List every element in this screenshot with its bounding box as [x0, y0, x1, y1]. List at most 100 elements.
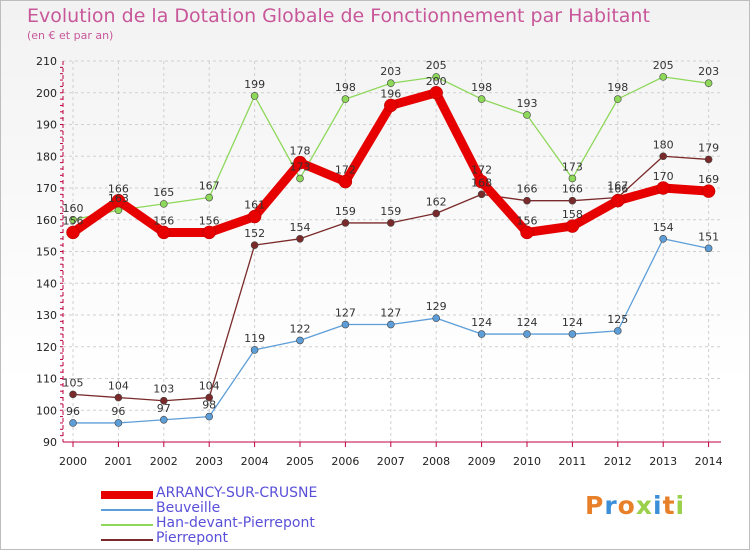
legend-label: Beuveille: [156, 500, 221, 516]
legend-swatch: [101, 491, 153, 499]
data-label: 166: [562, 183, 583, 196]
x-tick-label: 2004: [241, 455, 269, 468]
data-label: 158: [562, 208, 583, 221]
data-point: [205, 393, 213, 402]
data-label: 165: [153, 186, 174, 199]
data-point: [69, 215, 77, 224]
data-label: 124: [517, 316, 538, 329]
logo-letter: P: [585, 491, 605, 520]
data-label: 156: [517, 214, 538, 227]
data-point: [659, 152, 668, 161]
x-tick-label: 2011: [558, 455, 586, 468]
x-tick-label: 2012: [604, 455, 632, 468]
data-point: [114, 419, 123, 427]
data-point: [704, 79, 713, 88]
data-label: 104: [199, 380, 220, 393]
data-label: 198: [335, 81, 356, 94]
data-point: [523, 111, 531, 119]
data-point: [341, 95, 350, 103]
data-point: [250, 346, 259, 354]
data-label: 154: [653, 221, 674, 234]
data-label: 169: [698, 173, 719, 186]
data-point: [613, 95, 622, 103]
data-label: 166: [108, 183, 129, 196]
data-label: 104: [108, 380, 129, 393]
y-tick-label: 170: [36, 182, 57, 195]
y-tick-label: 180: [36, 150, 57, 163]
logo-letter: i: [675, 491, 686, 520]
x-tick-label: 2010: [513, 455, 541, 468]
data-point: [656, 181, 670, 195]
data-point: [704, 155, 713, 164]
data-label: 173: [290, 160, 311, 173]
data-label: 156: [153, 214, 174, 227]
data-point: [432, 314, 441, 322]
data-point: [69, 390, 77, 399]
grid: [63, 60, 721, 443]
data-label: 98: [202, 399, 216, 412]
data-label: 127: [380, 307, 401, 320]
data-point: [477, 95, 486, 103]
data-label: 205: [426, 59, 447, 72]
data-label: 203: [698, 65, 719, 78]
data-labels: 96 96 97 98 119 122 127 127 129 124 124 124 125 154 15…: [63, 59, 720, 418]
logo-letter: r: [604, 491, 618, 520]
data-label: 172: [471, 164, 492, 177]
data-label: 122: [290, 322, 311, 335]
data-point: [568, 330, 577, 338]
x-tick-label: 2014: [695, 455, 723, 468]
y-tick-label: 120: [36, 341, 57, 354]
data-label: 96: [66, 405, 80, 418]
data-point: [386, 320, 395, 329]
data-point: [160, 415, 168, 424]
data-label: 178: [290, 145, 311, 158]
chart-title: Evolution de la Dotation Globale de Fonc…: [27, 5, 650, 27]
data-point: [341, 219, 350, 227]
data-label: 156: [199, 214, 220, 227]
data-label: 152: [244, 227, 265, 240]
data-point: [523, 330, 531, 338]
data-label: 159: [380, 205, 401, 218]
x-tick-label: 2007: [377, 455, 405, 468]
data-label: 193: [517, 97, 538, 110]
data-point: [384, 98, 398, 113]
data-label: 173: [562, 160, 583, 173]
data-point: [341, 320, 350, 329]
data-point: [386, 79, 395, 88]
data-point: [205, 193, 213, 202]
data-point: [477, 330, 486, 338]
data-point: [293, 155, 307, 170]
data-label: 127: [335, 307, 356, 320]
data-label: 151: [698, 230, 719, 243]
y-tick-label: 200: [36, 87, 57, 100]
chart-subtitle: (en € et par an): [27, 29, 114, 42]
data-label: 203: [380, 65, 401, 78]
data-label: 205: [653, 59, 674, 72]
logo-letter: o: [617, 491, 636, 520]
data-point: [296, 235, 304, 243]
data-label: 163: [108, 192, 129, 205]
data-label: 124: [471, 316, 492, 329]
y-tick-label: 150: [36, 246, 57, 259]
data-label: 167: [199, 180, 220, 193]
data-point: [157, 225, 171, 240]
legend-label: Pierrepont: [156, 530, 229, 546]
data-point: [659, 235, 668, 243]
data-point: [338, 174, 353, 189]
x-tick-label: 2005: [286, 455, 314, 468]
y-tick-label: 140: [36, 277, 57, 290]
legend-label: ARRANCY-SUR-CRUSNE: [156, 485, 318, 501]
data-label: 198: [607, 81, 628, 94]
data-label: 172: [335, 164, 356, 177]
data-point: [565, 219, 580, 233]
x-tick-label: 2002: [150, 455, 178, 468]
data-label: 179: [698, 141, 719, 154]
legend-label: Han-devant-Pierrepont: [156, 515, 315, 531]
data-label: 97: [157, 402, 171, 415]
legend-swatch: [101, 539, 153, 541]
proxiti-logo: Proxiti: [585, 491, 685, 520]
logo-letter: i: [653, 491, 663, 520]
series-layer: [66, 73, 716, 427]
data-point: [250, 241, 259, 249]
